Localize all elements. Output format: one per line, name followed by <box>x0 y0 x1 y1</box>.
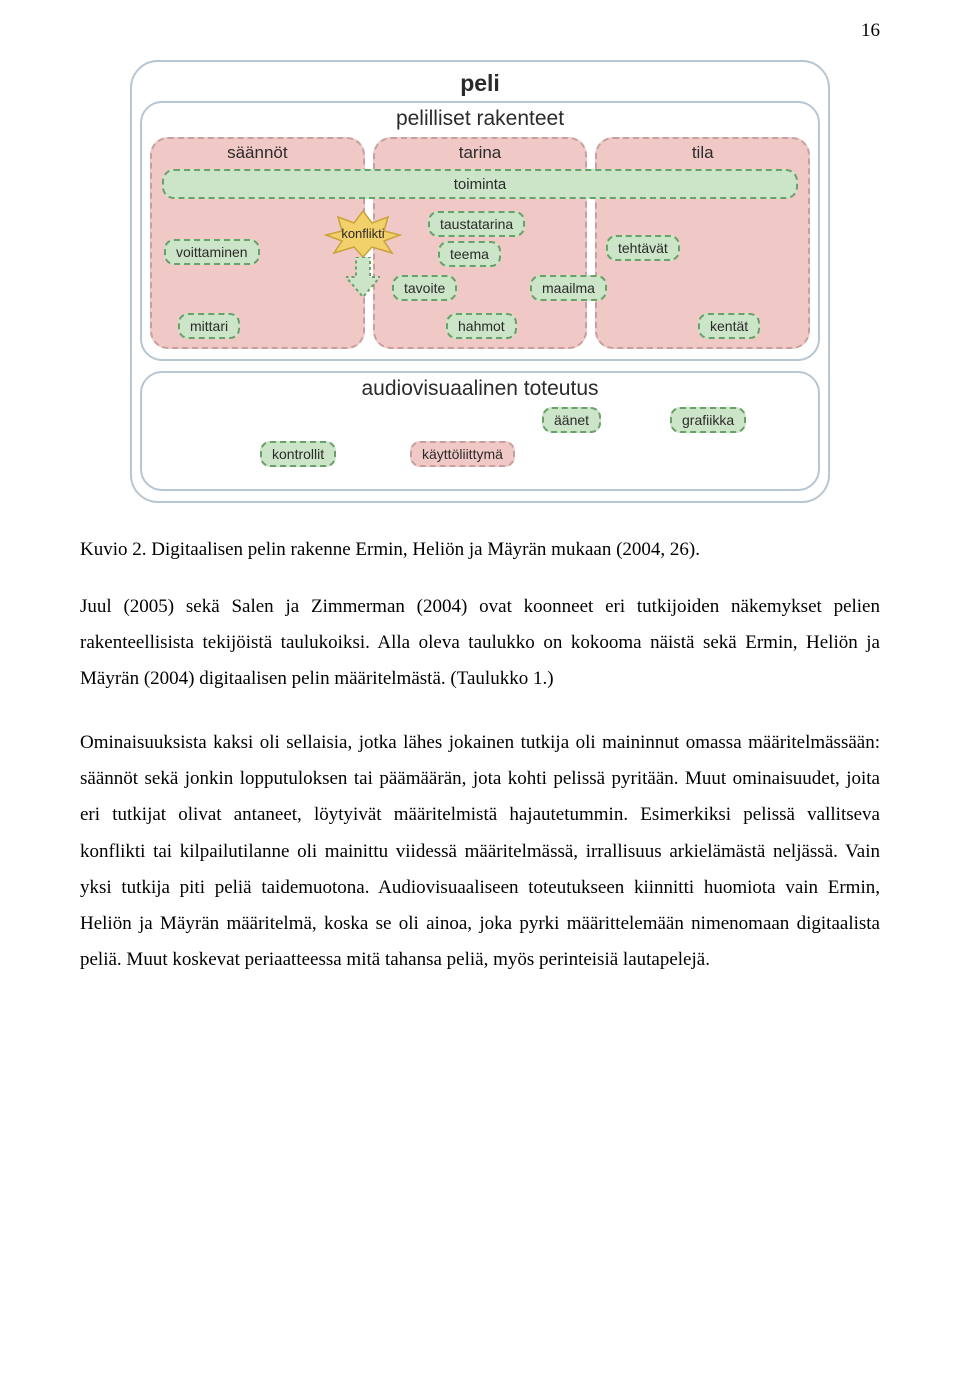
figure-caption: Kuvio 2. Digitaalisen pelin rakenne Ermi… <box>80 539 880 561</box>
section2-title: audiovisuaalinen toteutus <box>150 377 810 401</box>
col-title-saannot: säännöt <box>156 139 359 165</box>
chip-hahmot: hahmot <box>446 313 517 339</box>
paragraph-1: Juul (2005) sekä Salen ja Zimmerman (200… <box>80 589 880 697</box>
chip-toiminta: toiminta <box>162 169 798 199</box>
chip-kontrollit: kontrollit <box>260 441 336 467</box>
chip-teema: teema <box>438 241 501 267</box>
chip-voittaminen: voittaminen <box>164 239 260 265</box>
chip-taustatarina: taustatarina <box>428 211 525 237</box>
paragraph-2: Ominaisuuksista kaksi oli sellaisia, jot… <box>80 725 880 978</box>
section1-grid: säännöt tarina tila toiminta <box>150 137 810 349</box>
section2-grid: äänet grafiikka kontrollit käyttöliittym… <box>150 407 810 479</box>
section1-title: pelilliset rakenteet <box>150 107 810 131</box>
chip-aanet: äänet <box>542 407 601 433</box>
arrow-down-icon <box>346 257 380 297</box>
chip-toiminta-label: toiminta <box>454 176 507 193</box>
chip-kentat: kentät <box>698 313 760 339</box>
col-title-tarina: tarina <box>379 139 582 165</box>
chip-grafiikka: grafiikka <box>670 407 746 433</box>
star-konflikti: konflikti <box>322 209 404 257</box>
star-konflikti-label: konflikti <box>341 226 384 241</box>
diagram-title: peli <box>140 70 820 97</box>
diagram-peli: peli pelilliset rakenteet säännöt tarina… <box>130 60 830 503</box>
section-audiovisuaalinen: audiovisuaalinen toteutus äänet grafiikk… <box>140 371 820 491</box>
section-pelilliset-rakenteet: pelilliset rakenteet säännöt tarina tila <box>140 101 820 361</box>
page-number: 16 <box>80 20 880 42</box>
col-title-tila: tila <box>601 139 804 165</box>
chip-tehtavat: tehtävät <box>606 235 680 261</box>
chip-kayttoliittyma: käyttöliittymä <box>410 441 515 467</box>
diagram-container: peli pelilliset rakenteet säännöt tarina… <box>130 60 830 503</box>
chip-mittari: mittari <box>178 313 240 339</box>
chip-maailma: maailma <box>530 275 607 301</box>
chip-tavoite: tavoite <box>392 275 457 301</box>
